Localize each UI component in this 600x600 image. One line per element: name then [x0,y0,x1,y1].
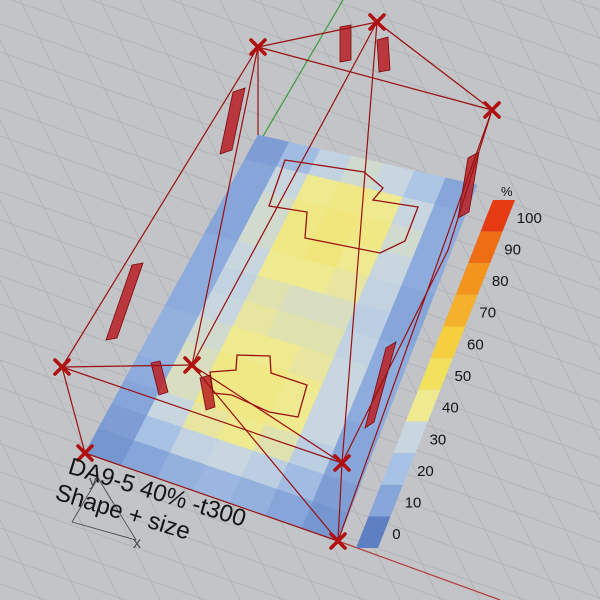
legend-tick-label: 70 [479,305,496,322]
vertex-marker [333,454,351,472]
legend-color-swatch [480,200,515,232]
room-outline-top [268,159,419,254]
legend-tick-label: 100 [517,210,542,227]
window-panel [219,87,246,155]
axis-widget-x-label: x [133,535,141,552]
window-panel [376,36,391,73]
window-panel [199,374,216,411]
legend-color-swatch [418,358,453,390]
vertex-marker [76,444,94,462]
legend-tick-label: 40 [442,400,459,417]
floor-outlines [209,159,419,418]
legend-tick-label: 20 [417,463,434,480]
legend-tick-label: 90 [504,242,521,259]
vertex-marker [329,532,347,550]
vertex-marker [183,356,201,374]
world-x-axis [337,540,501,600]
legend-color-swatch [393,421,428,454]
legend-color-swatch [368,484,403,517]
vertex-marker [368,13,386,31]
legend-color-swatch [356,516,391,548]
window-panel [105,262,144,341]
legend-unit-label: % [501,184,513,199]
control-point-markers [53,13,501,550]
legend-color-swatch [430,326,466,359]
legend-color-swatch [468,231,503,264]
axis-widget-y-label: y [89,473,97,490]
legend-tick-label: 30 [430,431,447,448]
legend-tick-label: 80 [492,273,509,290]
window-panel [150,360,169,396]
legend-color-swatch [380,453,416,485]
world-y-axis [261,0,344,139]
axis-widget [71,477,137,541]
window-panel [339,24,352,63]
vertex-marker [483,101,501,119]
legend-tick-label: 50 [455,368,472,385]
legend-tick-label: 0 [392,526,400,543]
legend-tick-label: 10 [405,495,422,512]
vertex-marker [53,358,71,376]
legend-color-swatch [455,263,491,295]
room-outline-bottom [209,354,308,418]
vertex-marker [249,38,267,56]
legend-color-swatch [405,389,441,422]
building-wireframe [61,21,493,542]
legend-color-swatch [443,294,478,327]
legend-tick-label: 60 [467,336,484,353]
